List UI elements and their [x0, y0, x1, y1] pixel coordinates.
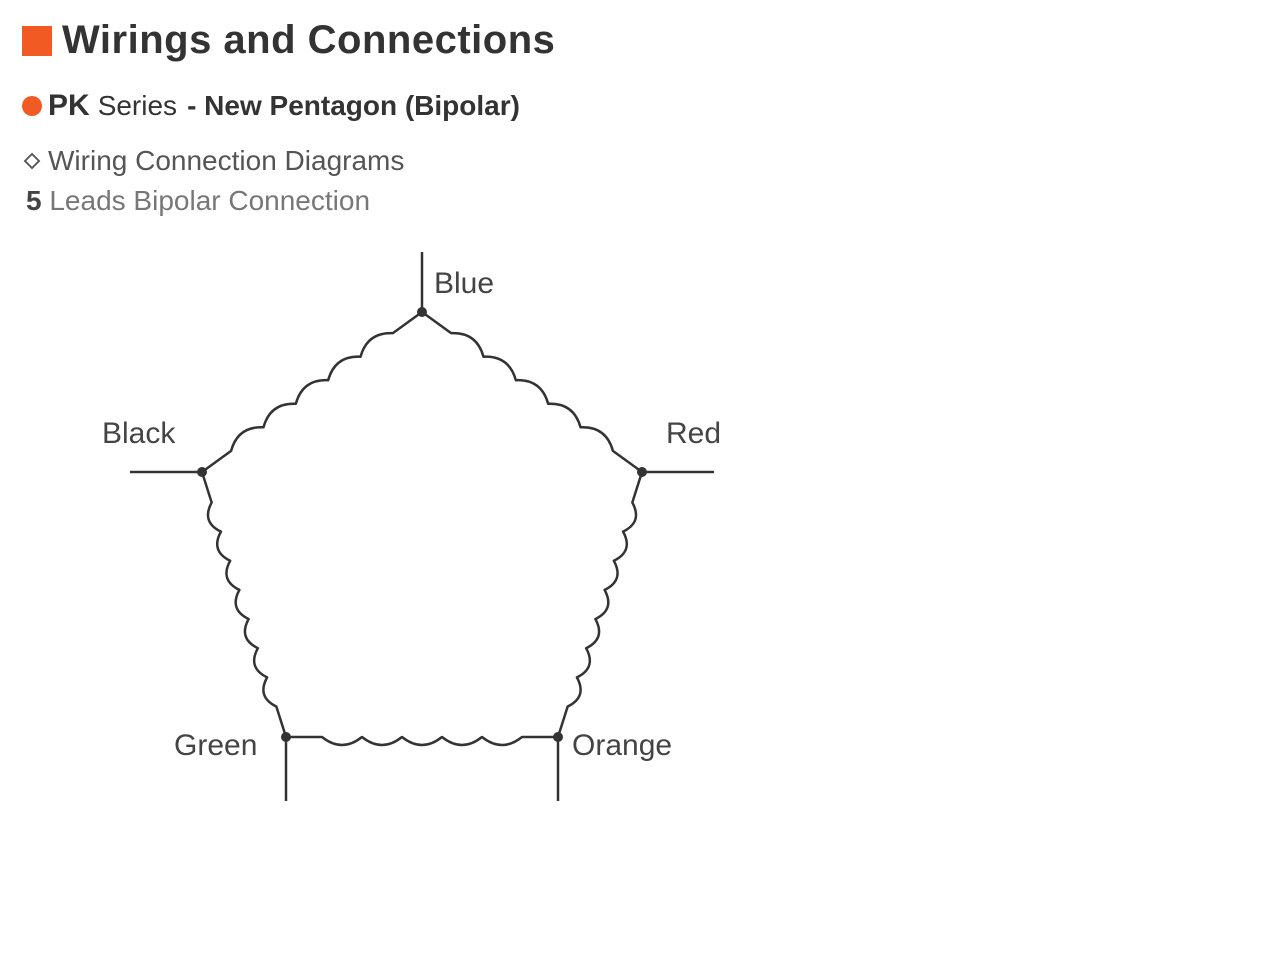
coil-black-green — [202, 472, 286, 737]
diagram-container: Blue Red Orange Green Black — [62, 247, 822, 887]
leads-count: 5 — [26, 185, 42, 216]
node-red — [637, 467, 647, 477]
coil-blue-red — [422, 312, 642, 472]
node-green — [281, 732, 291, 742]
label-black: Black — [102, 417, 175, 451]
page-title: Wirings and Connections — [62, 18, 555, 63]
label-orange: Orange — [572, 729, 672, 763]
section-title-row: Wiring Connection Diagrams — [22, 145, 1258, 177]
label-red: Red — [666, 417, 721, 451]
diamond-icon — [22, 151, 42, 171]
section-title: Wiring Connection Diagrams — [48, 145, 404, 177]
label-green: Green — [174, 729, 257, 763]
coil-blue-black — [202, 312, 422, 472]
label-blue: Blue — [434, 267, 494, 301]
subheader-row: PK Series - New Pentagon (Bipolar) — [22, 89, 1258, 123]
leads-text: Leads Bipolar Connection — [49, 185, 370, 216]
pentagon-diagram — [62, 247, 822, 887]
node-orange — [553, 732, 563, 742]
header-row: Wirings and Connections — [22, 18, 1258, 63]
leads-description: 5 Leads Bipolar Connection — [26, 185, 1258, 217]
series-suffix: Series — [98, 90, 177, 122]
node-black — [197, 467, 207, 477]
series-name: PK — [48, 89, 90, 123]
square-bullet-icon — [22, 26, 52, 56]
coil-red-orange — [558, 472, 642, 737]
series-subtitle: - New Pentagon (Bipolar) — [187, 90, 520, 122]
node-blue — [417, 307, 427, 317]
page-root: Wirings and Connections PK Series - New … — [0, 0, 1280, 905]
circle-bullet-icon — [22, 96, 42, 116]
coil-green-orange — [286, 737, 558, 745]
